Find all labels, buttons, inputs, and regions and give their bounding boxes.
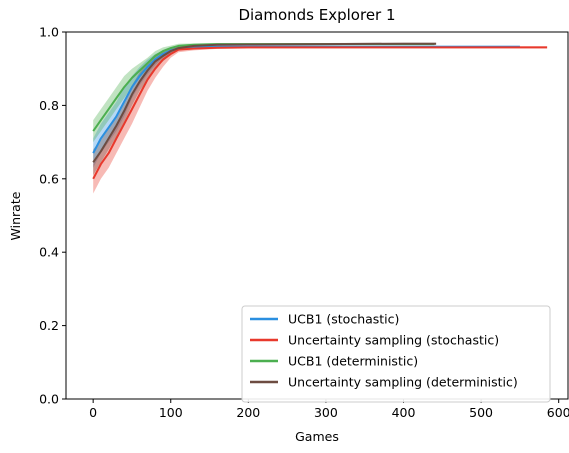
- y-tick-label: 0.0: [39, 392, 59, 407]
- legend-box: [241, 305, 551, 403]
- x-axis-label: Games: [295, 429, 339, 444]
- legend-label-1: UCB1 (stochastic): [288, 312, 399, 327]
- legend-label-3: UCB1 (deterministic): [288, 354, 418, 369]
- series-lines: [92, 42, 548, 180]
- x-tick-label: 100: [159, 405, 183, 420]
- y-tick-label: 0.6: [39, 171, 59, 186]
- legend: UCB1 (stochastic) Uncertainty sampling (s…: [241, 305, 551, 403]
- series-line-2: [92, 46, 548, 180]
- y-axis: 0.0 0.2 0.4 0.6 0.8 1.0: [39, 25, 66, 407]
- y-tick-label: 0.2: [39, 318, 59, 333]
- y-tick-label: 0.4: [39, 245, 59, 260]
- x-tick-label: 0: [89, 405, 97, 420]
- legend-label-2: Uncertainty sampling (stochastic): [288, 333, 499, 348]
- x-tick-label: 300: [314, 405, 338, 420]
- y-axis-label: Winrate: [8, 191, 23, 240]
- x-tick-label: 400: [392, 405, 416, 420]
- confidence-bands: [93, 42, 548, 194]
- confidence-band-2: [93, 46, 548, 194]
- legend-label-4: Uncertainty sampling (deterministic): [288, 375, 518, 390]
- y-tick-label: 0.8: [39, 98, 59, 113]
- x-tick-label: 500: [469, 405, 493, 420]
- x-tick-label: 200: [236, 405, 260, 420]
- series-line-4: [92, 42, 437, 163]
- y-tick-label: 1.0: [39, 25, 59, 40]
- x-tick-label: 600: [547, 405, 569, 420]
- chart-title: Diamonds Explorer 1: [238, 6, 395, 24]
